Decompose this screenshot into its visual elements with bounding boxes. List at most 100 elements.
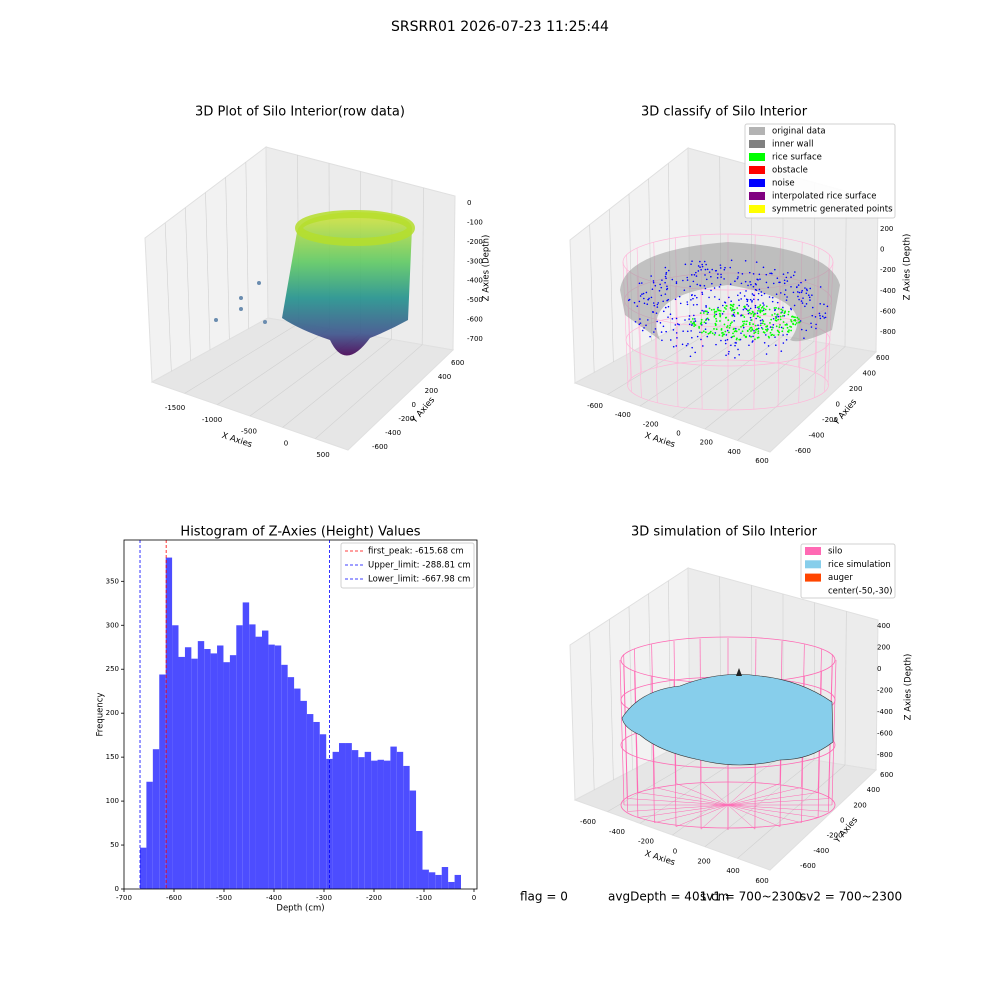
- rice-point: [721, 335, 724, 337]
- outlier-point: [239, 307, 243, 311]
- noise-point: [753, 329, 755, 332]
- noise-point: [662, 310, 665, 313]
- noise-point: [734, 280, 736, 283]
- pane-grid: [315, 344, 423, 439]
- z-tick-label: 400: [877, 622, 890, 630]
- rice-point: [733, 335, 735, 337]
- noise-point: [772, 324, 775, 326]
- y-tick-label: -200: [827, 832, 843, 840]
- rice-point: [719, 320, 721, 322]
- rice-point: [757, 330, 760, 333]
- noise-point: [705, 278, 708, 281]
- rice-point: [754, 338, 756, 341]
- rice-point: [778, 326, 781, 329]
- noise-point: [759, 319, 762, 322]
- rice-point: [718, 312, 721, 315]
- rice-point: [764, 308, 767, 311]
- rice-point: [745, 320, 748, 323]
- rice-point: [766, 330, 768, 332]
- silo-wireframe: [727, 804, 829, 812]
- rice-point: [790, 319, 792, 321]
- noise-point: [654, 284, 657, 287]
- pane-grid: [639, 330, 753, 407]
- noise-point: [696, 283, 699, 286]
- rice-point: [729, 324, 731, 327]
- noise-point: [662, 325, 665, 328]
- x-tick-label: -600: [166, 894, 182, 902]
- noise-point: [752, 285, 755, 288]
- noise-point: [711, 268, 714, 271]
- noise-point: [798, 291, 801, 294]
- rice-point: [773, 312, 776, 315]
- noise-point: [639, 322, 642, 324]
- figure-title: SRSRR01 2026-07-23 11:25:44: [391, 19, 609, 35]
- rice-point: [738, 338, 741, 341]
- pane-grid: [245, 162, 249, 329]
- z-tick-label: -200: [880, 266, 896, 274]
- y-tick-label: 600: [451, 359, 464, 367]
- noise-point: [733, 315, 736, 317]
- rice-point: [706, 317, 709, 320]
- noise-point: [694, 351, 696, 354]
- rice-point: [755, 329, 757, 331]
- noise-point: [675, 332, 678, 334]
- noise-point: [762, 266, 765, 269]
- noise-point: [733, 320, 735, 322]
- status-text: avgDepth = 401 cm: [608, 890, 729, 904]
- rice-point: [711, 332, 714, 335]
- noise-point: [649, 335, 651, 338]
- bar: [326, 758, 333, 889]
- legend-label: obstacle: [772, 166, 808, 176]
- noise-point: [769, 326, 772, 328]
- rice-point: [769, 322, 771, 324]
- noise-point: [753, 294, 755, 297]
- bar: [242, 602, 250, 889]
- bar: [351, 750, 359, 889]
- rice-point: [748, 321, 751, 324]
- noise-point: [678, 295, 681, 298]
- rice-point: [730, 309, 733, 312]
- rice-point: [731, 314, 734, 317]
- z-tick-label: -800: [877, 751, 893, 759]
- noise-point: [652, 280, 655, 282]
- rice-point: [715, 320, 718, 323]
- legend-label: noise: [772, 179, 795, 189]
- rice-point: [773, 307, 776, 309]
- noise-point: [811, 294, 813, 296]
- noise-point: [627, 299, 630, 302]
- noise-point: [792, 274, 795, 277]
- silo-wireframe: [700, 780, 729, 806]
- noise-point: [720, 339, 722, 342]
- rice-point: [780, 308, 783, 311]
- bar: [409, 790, 417, 889]
- rice-point: [713, 308, 715, 311]
- chart-title: 3D Plot of Silo Interior(row data): [195, 105, 405, 120]
- noise-point: [697, 265, 700, 267]
- z-tick-label: -600: [467, 316, 483, 324]
- rice-point: [766, 328, 769, 331]
- noise-point: [821, 315, 824, 318]
- noise-point: [809, 287, 812, 290]
- noise-point: [805, 292, 808, 295]
- rice-point: [726, 325, 729, 327]
- noise-point: [671, 318, 674, 320]
- noise-point: [738, 304, 741, 307]
- y-tick-label: 100: [106, 797, 119, 805]
- noise-point: [690, 330, 692, 332]
- silo-wireframe: [675, 804, 729, 827]
- noise-point: [714, 332, 717, 334]
- noise-point: [744, 259, 747, 262]
- noise-point: [647, 319, 649, 321]
- rice-point: [720, 328, 723, 331]
- rice-point: [787, 313, 790, 316]
- noise-point: [662, 300, 664, 303]
- noise-point: [750, 283, 752, 286]
- y-tick-label: 600: [876, 354, 889, 362]
- x-tick-label: 200: [697, 857, 710, 865]
- noise-point: [811, 314, 814, 317]
- noise-point: [763, 292, 766, 295]
- rice-point: [777, 318, 780, 321]
- rice-point: [715, 328, 718, 331]
- noise-point: [783, 282, 786, 285]
- rice-point: [750, 335, 753, 338]
